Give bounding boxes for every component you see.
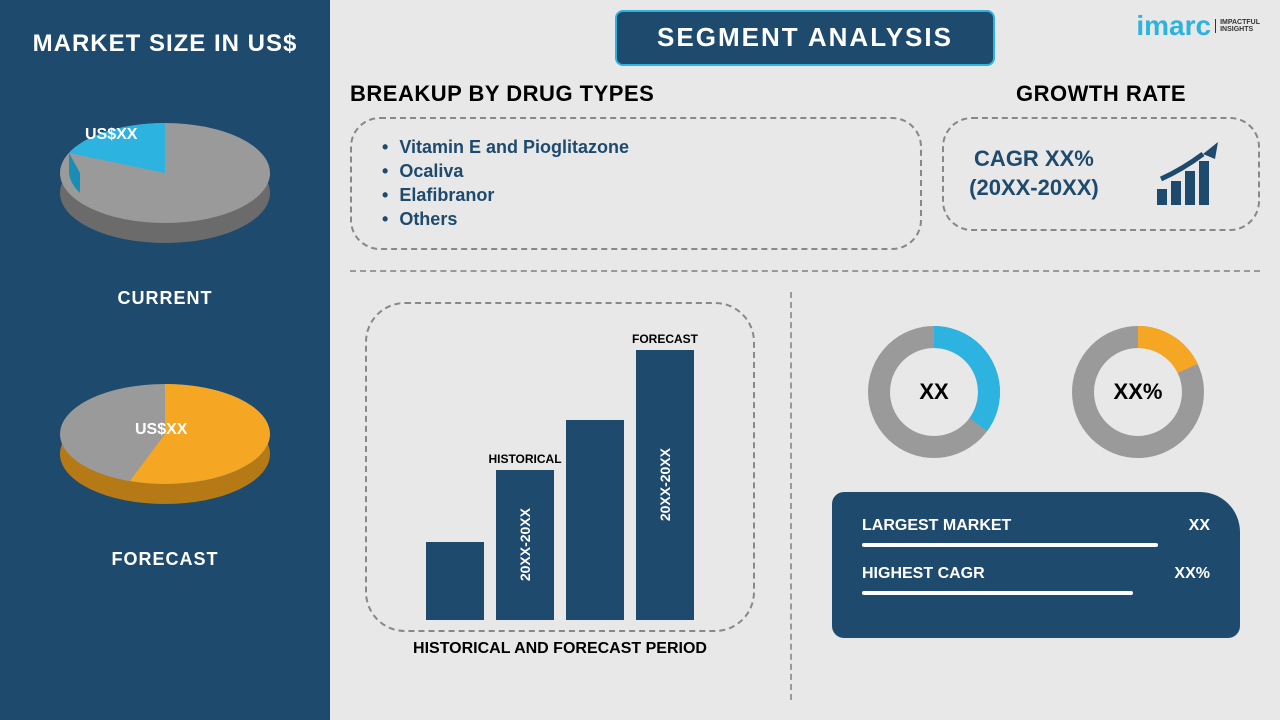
pie-forecast-svg — [35, 354, 295, 524]
bars-row: HISTORICAL 20XX-20XX FORECAST 20XX-20XX — [397, 319, 723, 620]
bottom-section: HISTORICAL 20XX-20XX FORECAST 20XX-20XX — [350, 292, 1260, 700]
bar-2: HISTORICAL 20XX-20XX — [496, 470, 554, 620]
header-row: SEGMENT ANALYSIS imarc IMPACTFUL INSIGHT… — [350, 10, 1260, 66]
left-title: MARKET SIZE IN US$ — [33, 30, 298, 58]
donut-2: XX% — [1068, 322, 1208, 462]
info-row-1: LARGEST MARKET XX — [862, 517, 1210, 535]
drug-item: Ocaliva — [382, 161, 890, 182]
donut-2-label: XX% — [1114, 379, 1163, 405]
info-row-2: HIGHEST CAGR XX% — [862, 565, 1210, 583]
title-banner: SEGMENT ANALYSIS — [615, 10, 995, 66]
chart-caption: HISTORICAL AND FORECAST PERIOD — [413, 640, 707, 658]
logo-sub: IMPACTFUL INSIGHTS — [1215, 19, 1260, 33]
info-bar-1 — [862, 543, 1158, 547]
logo-main: imarc — [1136, 10, 1211, 42]
pie-current-caption: CURRENT — [118, 288, 213, 309]
chart-dashed: HISTORICAL 20XX-20XX FORECAST 20XX-20XX — [365, 302, 755, 632]
breakup-box: BREAKUP BY DRUG TYPES Vitamin E and Piog… — [350, 81, 922, 250]
top-section: BREAKUP BY DRUG TYPES Vitamin E and Piog… — [350, 81, 1260, 250]
pie-current: US$XX — [35, 88, 295, 268]
pie-current-svg — [35, 93, 295, 263]
donut-1: XX — [864, 322, 1004, 462]
left-panel: MARKET SIZE IN US$ US$XX CURRENT US$XX F… — [0, 0, 330, 720]
pie-forecast-caption: FORECAST — [112, 549, 219, 570]
breakup-dashed: Vitamin E and Pioglitazone Ocaliva Elafi… — [350, 117, 922, 250]
root: MARKET SIZE IN US$ US$XX CURRENT US$XX F… — [0, 0, 1280, 720]
donuts-row: XX XX% — [832, 322, 1240, 462]
pie-forecast: US$XX — [35, 349, 295, 529]
info-bar-2 — [862, 591, 1133, 595]
drug-item: Elafibranor — [382, 185, 890, 206]
drug-list: Vitamin E and Pioglitazone Ocaliva Elafi… — [382, 137, 890, 230]
growth-icon — [1153, 139, 1233, 209]
pie-current-label: US$XX — [85, 126, 137, 144]
bar-3 — [566, 420, 624, 620]
info-card: LARGEST MARKET XX HIGHEST CAGR XX% — [832, 492, 1240, 638]
donut-1-label: XX — [919, 379, 948, 405]
bar-1 — [426, 542, 484, 620]
right-panel: SEGMENT ANALYSIS imarc IMPACTFUL INSIGHT… — [330, 0, 1280, 720]
stats-area: XX XX% LARGEST MARKET XX — [812, 292, 1260, 700]
bar-4: FORECAST 20XX-20XX — [636, 350, 694, 620]
growth-text: CAGR XX% (20XX-20XX) — [969, 145, 1099, 202]
drug-item: Vitamin E and Pioglitazone — [382, 137, 890, 158]
growth-box: GROWTH RATE CAGR XX% (20XX-20XX) — [942, 81, 1260, 231]
chart-area: HISTORICAL 20XX-20XX FORECAST 20XX-20XX — [350, 292, 770, 700]
divider-h — [350, 270, 1260, 272]
growth-dashed: CAGR XX% (20XX-20XX) — [942, 117, 1260, 231]
growth-title: GROWTH RATE — [942, 81, 1260, 107]
divider-v — [790, 292, 792, 700]
pie-forecast-label: US$XX — [135, 421, 187, 439]
logo: imarc IMPACTFUL INSIGHTS — [1136, 10, 1260, 42]
drug-item: Others — [382, 209, 890, 230]
breakup-title: BREAKUP BY DRUG TYPES — [350, 81, 922, 107]
